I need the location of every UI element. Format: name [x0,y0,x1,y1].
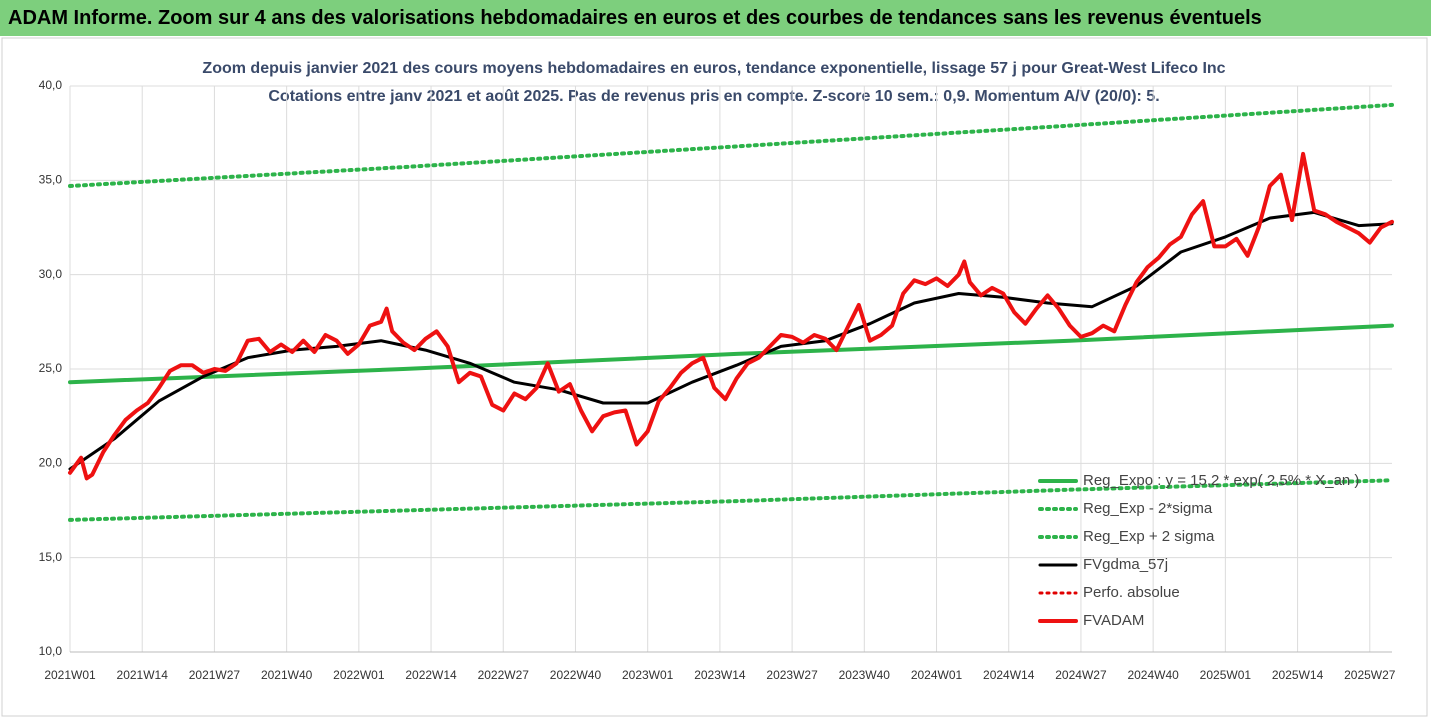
legend-label: Perfo. absolue [1083,584,1180,601]
y-tick-label: 40,0 [39,78,63,92]
chart-subtitle: Cotations entre janv 2021 et août 2025. … [268,88,1159,105]
series-line [68,102,1394,188]
chart-title: Zoom depuis janvier 2021 des cours moyen… [202,60,1225,77]
x-tick-label: 2023W27 [766,668,818,682]
x-tick-label: 2022W01 [333,668,385,682]
y-tick-label: 15,0 [39,550,63,564]
legend-label: FVgdma_57j [1083,556,1168,573]
x-tick-label: 2023W14 [694,668,746,682]
y-tick-label: 35,0 [39,173,63,187]
y-tick-label: 30,0 [39,267,63,281]
x-tick-label: 2023W40 [839,668,891,682]
x-tick-label: 2024W27 [1055,668,1107,682]
header-title: ADAM Informe. Zoom sur 4 ans des valoris… [0,0,1431,36]
legend-label: Reg_Exp - 2*sigma [1083,500,1213,517]
x-tick-label: 2022W40 [550,668,602,682]
x-tick-label: 2024W14 [983,668,1035,682]
x-tick-label: 2022W27 [478,668,530,682]
x-tick-label: 2021W27 [189,668,241,682]
y-tick-label: 10,0 [39,644,63,658]
x-tick-label: 2021W14 [117,668,169,682]
series-line [68,151,1394,481]
x-tick-label: 2021W40 [261,668,313,682]
legend-label: Reg_Exp + 2 sigma [1083,528,1215,545]
x-tick-label: 2024W40 [1127,668,1179,682]
legend-label: Reg_Expo : y = 15,2 * exp( 2,5% * X_an ) [1083,472,1359,489]
x-tick-label: 2025W01 [1200,668,1252,682]
series-line [68,323,1394,385]
legend-label: FVADAM [1083,612,1144,629]
x-tick-label: 2024W01 [911,668,963,682]
x-tick-label: 2025W27 [1344,668,1396,682]
y-tick-label: 25,0 [39,361,63,375]
x-tick-label: 2021W01 [44,668,96,682]
y-tick-label: 20,0 [39,456,63,470]
x-tick-label: 2025W14 [1272,668,1324,682]
x-tick-label: 2022W14 [405,668,457,682]
chart: Zoom depuis janvier 2021 des cours moyen… [1,37,1428,717]
series-line [68,478,1394,522]
x-tick-label: 2023W01 [622,668,674,682]
